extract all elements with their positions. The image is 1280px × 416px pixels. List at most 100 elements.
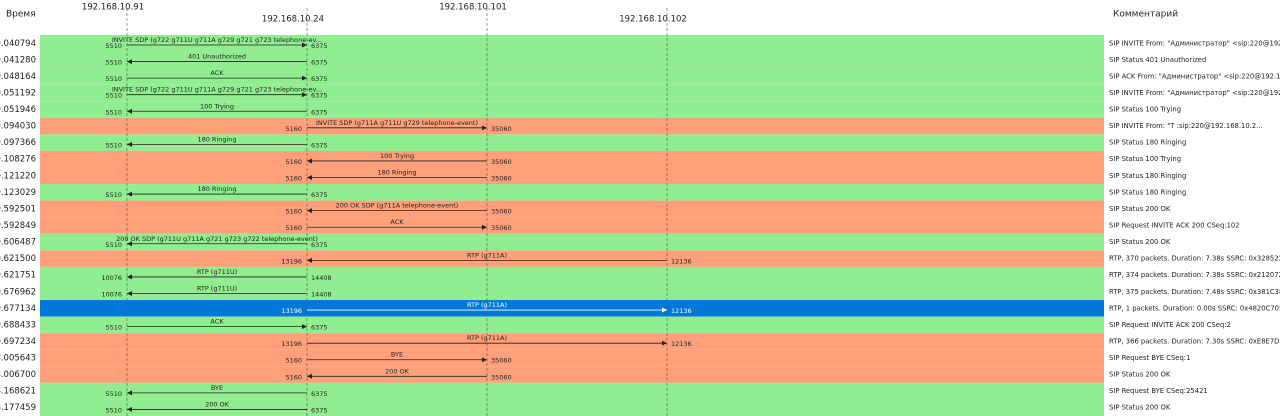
row-background [40,382,1104,400]
row-background [40,51,1104,69]
arrow-head [127,406,132,412]
row-background [40,84,1104,102]
message-label: INVITE SDP (g722 g711U g711A g729 g721 g… [112,36,322,44]
time-cell: 9.040794 [0,39,36,49]
row-background [40,167,1104,185]
message-label: 200 OK SDP (g711A telephone-event) [336,202,459,210]
comment-cell: RTP, 370 packets. Duration: 7.38s SSRC: … [1109,255,1280,263]
arrow-head [127,191,132,197]
row-background [40,134,1104,151]
host-label: 192.168.10.101 [439,3,507,13]
arrow-head [482,125,487,131]
comment-cell: RTP, 374 packets. Duration: 7.38s SSRC: … [1109,271,1280,279]
time-header: Время [6,10,36,20]
dest-port: 6375 [311,390,328,398]
source-port: 5510 [105,108,122,116]
time-cell: 9.121220 [0,171,36,181]
comment-cell: SIP Status 200 OK [1109,205,1171,213]
source-port: 5510 [105,75,122,83]
time-cell: 9.048164 [0,72,36,82]
arrow-head [302,324,307,330]
comment-cell: SIP Status 200 OK [1109,238,1171,246]
source-port: 5160 [285,224,302,232]
dest-port: 6375 [311,406,328,414]
source-port: 5510 [105,92,122,100]
row-background [40,250,1104,267]
source-port: 13196 [281,307,302,315]
dest-port: 35060 [491,224,512,232]
message-label: RTP (g711U) [197,268,237,276]
comment-cell: SIP Status 180 Ringing [1109,188,1186,196]
message-label: RTP (g711A) [467,251,507,259]
arrow-head [307,257,312,263]
arrow-head [307,208,312,214]
row-background [40,184,1104,201]
arrow-head [307,158,312,164]
source-port: 5510 [105,241,122,249]
arrow-head [127,59,132,65]
time-cell: 9.051946 [0,105,36,115]
row-background [40,349,1104,367]
message-label: 200 OK [205,400,230,408]
source-port: 5160 [285,208,302,216]
time-cell: 10.688433 [0,320,36,330]
arrow-head [662,340,667,346]
message-label: 200 OK [385,367,410,375]
host-label: 192.168.10.24 [262,15,324,25]
dest-port: 35060 [491,158,512,166]
source-port: 5510 [105,42,122,50]
dest-port: 35060 [491,175,512,183]
source-port: 13196 [281,257,302,265]
comment-cell: SIP Request INVITE ACK 200 CSeq:2 [1109,321,1231,329]
message-label: 180 Ringing [377,169,416,177]
comment-cell: SIP ACK From: "Администратор" <sip:220@1… [1109,72,1280,80]
message-label: 401 Unauthorized [188,53,246,61]
arrow-head [127,274,132,280]
arrow-head [127,141,132,147]
message-label: BYE [391,351,403,359]
message-label: 200 OK SDP (g711U g711A g721 g723 g722 t… [116,235,318,243]
arrow-head [127,241,132,247]
time-cell: 18.006700 [0,370,36,380]
message-label: INVITE SDP (g722 g711U g711A g729 g721 g… [112,86,322,94]
row-background [40,200,1104,218]
comment-header: Комментарий [1113,10,1178,20]
row-background [40,366,1104,383]
dest-port: 6375 [311,141,328,149]
dest-port: 12136 [671,340,692,348]
comment-cell: SIP Status 180 Ringing [1109,139,1186,147]
row-background [40,333,1104,350]
arrow-head [482,357,487,363]
dest-port: 6375 [311,75,328,83]
comment-cell: RTP, 366 packets. Duration: 7.30s SSRC: … [1109,337,1280,345]
dest-port: 12136 [671,307,692,315]
arrow-head [302,42,307,48]
message-label: ACK [390,218,404,226]
time-cell: 9.097366 [0,138,36,148]
comment-cell: SIP Request BYE CSeq:25421 [1109,387,1208,395]
message-label: ACK [210,318,224,326]
comment-cell: SIP Status 180 Ringing [1109,172,1186,180]
message-label: BYE [211,384,223,392]
source-port: 5160 [285,357,302,365]
comment-cell: SIP Status 200 OK [1109,404,1171,412]
row-background [40,217,1104,234]
arrow-head [127,290,132,296]
dest-port: 14408 [311,274,332,282]
comment-cell: SIP Request BYE CSeq:1 [1109,354,1190,362]
row-background [40,101,1104,118]
time-cell: 18.005643 [0,354,36,364]
dest-port: 35060 [491,208,512,216]
message-label: ACK [210,69,224,77]
time-cell: 10.592501 [0,204,36,214]
dest-port: 35060 [491,373,512,381]
source-port: 5510 [105,191,122,199]
dest-port: 6375 [311,108,328,116]
message-label: RTP (g711A) [467,334,507,342]
source-port: 5160 [285,125,302,133]
message-label: 100 Trying [380,152,414,160]
dest-port: 6375 [311,324,328,332]
arrow-head [127,108,132,114]
source-port: 5160 [285,373,302,381]
